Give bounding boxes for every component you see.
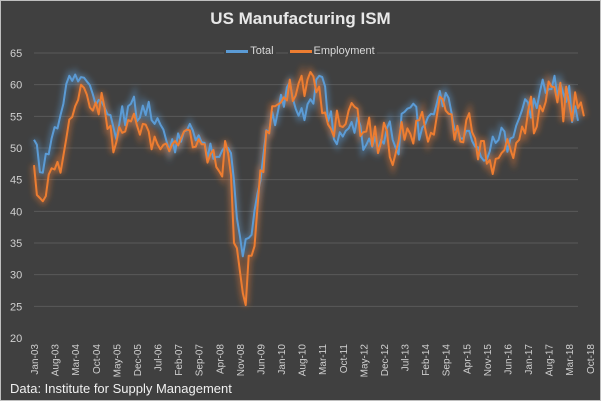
x-tick-label: Mar-04	[71, 344, 82, 376]
legend-label-employment: Employment	[313, 45, 375, 57]
x-tick-label: Dec-05	[133, 344, 144, 377]
y-tick-label: 30	[10, 270, 22, 282]
legend-label-total: Total	[250, 45, 274, 57]
x-tick-label: Oct-11	[339, 344, 350, 374]
series-line-employment	[33, 71, 585, 307]
x-tick-label: Jan-17	[524, 344, 535, 375]
y-axis-ticks: 20 25 30 35 40 45 50 55 60 65	[10, 48, 22, 345]
x-tick-label: Aug-17	[545, 344, 556, 377]
legend-item-total: Total	[224, 45, 276, 57]
x-tick-label: Aug-10	[298, 344, 309, 377]
x-tick-label: Nov-08	[236, 344, 247, 377]
chart-title: US Manufacturing ISM	[210, 9, 391, 28]
series-lines	[31, 64, 587, 307]
x-axis-ticks: Jan-03 Aug-03 Mar-04 Oct-04 May-05 Dec-05 Jul-…	[30, 344, 597, 378]
legend: Total Employment	[0, 45, 601, 57]
x-tick-label: Dec-12	[380, 344, 391, 377]
legend-swatch-total	[226, 49, 249, 53]
y-tick-label: 50	[10, 143, 22, 155]
x-tick-label: Sep-07	[195, 344, 206, 377]
y-tick-label: 35	[10, 238, 22, 250]
x-tick-label: Mar-11	[318, 344, 329, 375]
x-tick-label: Feb-14	[421, 344, 432, 376]
x-tick-label: Jan-10	[277, 344, 288, 375]
y-tick-label: 40	[10, 206, 22, 218]
x-tick-label: Apr-08	[215, 344, 226, 374]
y-tick-label: 55	[10, 111, 22, 123]
x-tick-label: Sep-14	[442, 344, 453, 377]
x-tick-label: Jan-03	[30, 344, 41, 375]
series-line-total	[33, 73, 579, 258]
y-tick-label: 25	[10, 301, 22, 313]
source-note: Data: Institute for Supply Management	[10, 381, 232, 396]
x-tick-label: Apr-15	[462, 344, 473, 374]
x-tick-label: Jul-13	[401, 344, 412, 372]
y-tick-label: 65	[10, 48, 22, 60]
x-tick-label: Oct-04	[92, 344, 103, 374]
x-tick-label: Oct-18	[586, 344, 597, 374]
x-tick-label: Mar-18	[565, 344, 576, 376]
x-tick-label: May-12	[359, 344, 370, 378]
x-tick-label: May-05	[112, 344, 123, 378]
x-tick-label: Feb-07	[174, 344, 185, 376]
y-tick-label: 20	[10, 333, 22, 345]
x-tick-label: Nov-15	[483, 344, 494, 377]
y-tick-label: 60	[10, 80, 22, 92]
x-tick-label: Jun-09	[256, 344, 267, 375]
legend-item-employment: Employment	[287, 45, 377, 57]
legend-swatch-employment	[289, 49, 312, 53]
x-tick-label: Aug-03	[51, 344, 62, 377]
x-tick-label: Jul-06	[154, 344, 165, 372]
x-tick-label: Jun-16	[503, 344, 514, 375]
y-tick-label: 45	[10, 175, 22, 187]
